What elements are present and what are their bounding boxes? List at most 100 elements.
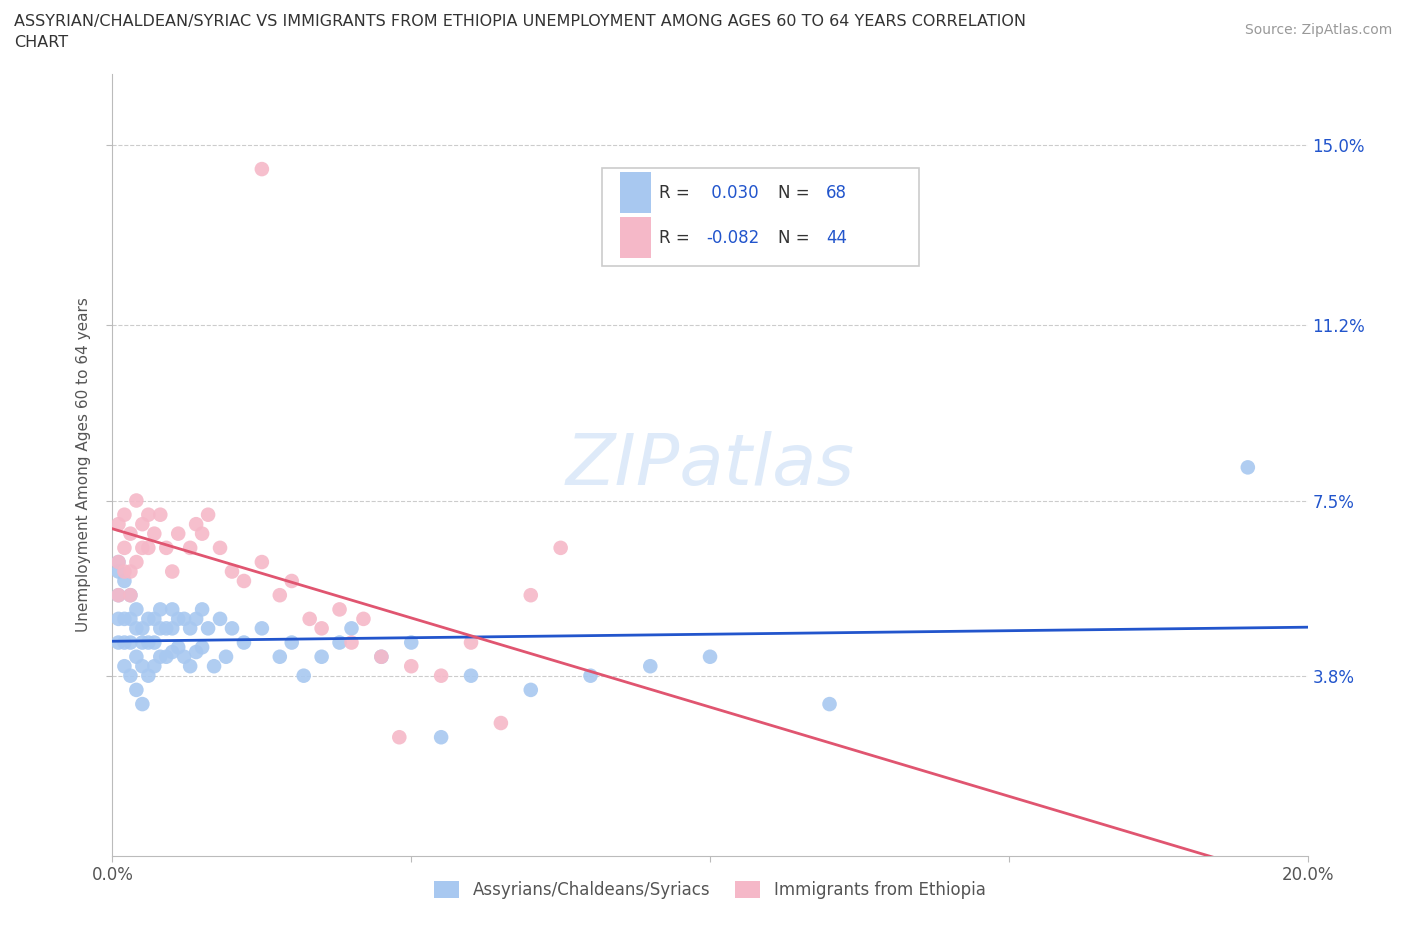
Point: [179, 621, 201, 636]
Text: R =: R =: [658, 184, 695, 203]
Y-axis label: Unemployment Among Ages 60 to 64 years: Unemployment Among Ages 60 to 64 years: [76, 298, 91, 632]
Point: [401, 658, 423, 673]
Text: CHART: CHART: [14, 35, 67, 50]
Point: [120, 669, 142, 684]
Text: N =: N =: [778, 229, 815, 247]
Point: [269, 588, 291, 603]
Point: [114, 658, 135, 673]
Point: [215, 649, 238, 664]
Point: [1237, 460, 1260, 475]
Point: [120, 565, 142, 579]
Point: [550, 540, 572, 555]
Text: 68: 68: [825, 184, 846, 203]
Point: [107, 588, 129, 603]
Legend: Assyrians/Chaldeans/Syriacs, Immigrants from Ethiopia: Assyrians/Chaldeans/Syriacs, Immigrants …: [427, 874, 993, 906]
Point: [340, 621, 363, 636]
Point: [114, 611, 135, 626]
Point: [489, 715, 512, 730]
Point: [125, 649, 148, 664]
Point: [114, 574, 135, 589]
Point: [167, 611, 190, 626]
Point: [120, 588, 142, 603]
Point: [197, 507, 219, 522]
Point: [221, 621, 243, 636]
Point: [138, 669, 160, 684]
Point: [699, 649, 721, 664]
Point: [120, 611, 142, 626]
Point: [191, 602, 214, 617]
Text: ZIPatlas: ZIPatlas: [565, 431, 855, 499]
Point: [269, 649, 291, 664]
Point: [520, 683, 543, 698]
Point: [155, 649, 177, 664]
Point: [250, 621, 273, 636]
Point: [186, 611, 208, 626]
Point: [149, 621, 172, 636]
FancyBboxPatch shape: [603, 168, 920, 266]
Point: [162, 602, 183, 617]
Point: [120, 588, 142, 603]
Point: [149, 649, 172, 664]
Text: 44: 44: [825, 229, 846, 247]
Point: [329, 635, 352, 650]
Point: [149, 602, 172, 617]
Point: [155, 621, 177, 636]
Point: [162, 621, 183, 636]
Point: [107, 588, 129, 603]
Point: [353, 611, 375, 626]
Point: [179, 658, 201, 673]
Point: [579, 669, 602, 684]
Point: [292, 669, 315, 684]
Point: [281, 574, 304, 589]
Point: [125, 602, 148, 617]
FancyBboxPatch shape: [620, 217, 651, 258]
Point: [120, 526, 142, 541]
Text: -0.082: -0.082: [706, 229, 759, 247]
Point: [143, 635, 166, 650]
Text: Source: ZipAtlas.com: Source: ZipAtlas.com: [1244, 23, 1392, 37]
Point: [125, 683, 148, 698]
Point: [818, 697, 841, 711]
Point: [155, 540, 177, 555]
Point: [202, 658, 225, 673]
Point: [107, 554, 129, 569]
Point: [460, 635, 482, 650]
Point: [173, 611, 195, 626]
Point: [298, 611, 321, 626]
Point: [460, 669, 482, 684]
Point: [370, 649, 392, 664]
Point: [107, 611, 129, 626]
Point: [125, 554, 148, 569]
Point: [173, 649, 195, 664]
Point: [401, 635, 423, 650]
Point: [311, 621, 333, 636]
Point: [131, 635, 153, 650]
Point: [114, 540, 135, 555]
Point: [120, 635, 142, 650]
Text: N =: N =: [778, 184, 815, 203]
Point: [640, 658, 662, 673]
Point: [138, 540, 160, 555]
Point: [162, 644, 183, 659]
Point: [430, 730, 453, 745]
Point: [186, 644, 208, 659]
Point: [107, 554, 129, 569]
Point: [131, 621, 153, 636]
Point: [114, 565, 135, 579]
Point: [143, 526, 166, 541]
Point: [311, 649, 333, 664]
Point: [340, 635, 363, 650]
Text: 0.030: 0.030: [706, 184, 759, 203]
Point: [131, 697, 153, 711]
Point: [125, 493, 148, 508]
Point: [149, 507, 172, 522]
Text: ASSYRIAN/CHALDEAN/SYRIAC VS IMMIGRANTS FROM ETHIOPIA UNEMPLOYMENT AMONG AGES 60 : ASSYRIAN/CHALDEAN/SYRIAC VS IMMIGRANTS F…: [14, 14, 1026, 29]
Point: [131, 517, 153, 532]
Point: [209, 540, 232, 555]
Point: [250, 162, 273, 177]
Point: [191, 640, 214, 655]
Point: [233, 574, 256, 589]
Point: [281, 635, 304, 650]
Point: [143, 658, 166, 673]
Point: [388, 730, 411, 745]
